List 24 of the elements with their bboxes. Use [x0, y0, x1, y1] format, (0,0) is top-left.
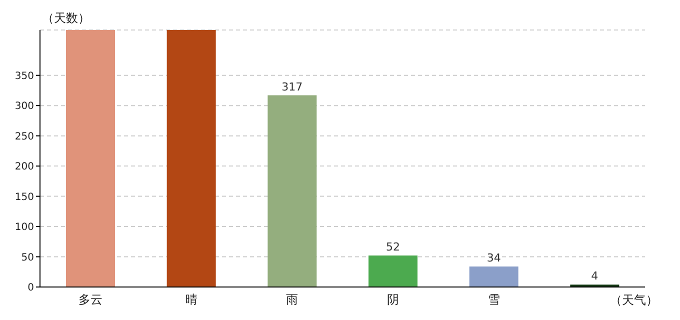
data-label: 317 [282, 80, 303, 94]
y-tick-label: 250 [14, 131, 34, 142]
x-tick-label: 阴 [386, 292, 399, 307]
data-label: 4 [591, 270, 598, 283]
bar [166, 30, 216, 287]
bar [268, 95, 317, 287]
y-tick-label: 100 [14, 222, 34, 234]
y-tick-label: 350 [14, 70, 34, 82]
x-tick-label: 雨 [286, 292, 298, 307]
y-tick-label: 150 [14, 192, 34, 203]
bar [469, 266, 518, 287]
x-tick-label: 晴 [185, 292, 198, 307]
x-axis-title: （天气） [610, 292, 658, 309]
x-tick-label: 多云 [78, 292, 102, 307]
y-axis-title: （天数） [42, 10, 90, 27]
y-tick-label: 50 [21, 252, 34, 264]
data-label: 52 [386, 240, 400, 254]
y-tick-label: 0 [28, 282, 34, 294]
y-tick-label: 200 [14, 162, 34, 173]
x-tick-label: 雪 [488, 292, 500, 307]
data-label: 34 [486, 251, 501, 264]
bar [368, 256, 418, 287]
y-tick-label: 300 [14, 101, 34, 112]
bar [66, 30, 115, 287]
